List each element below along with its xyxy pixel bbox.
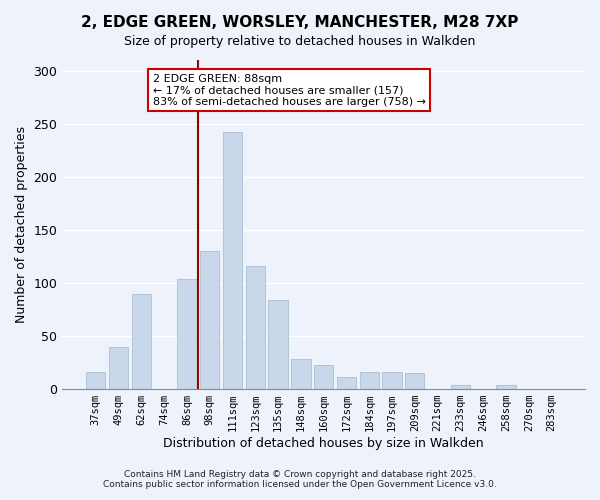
Text: Contains HM Land Registry data © Crown copyright and database right 2025.
Contai: Contains HM Land Registry data © Crown c…: [103, 470, 497, 489]
Y-axis label: Number of detached properties: Number of detached properties: [15, 126, 28, 323]
Bar: [109, 346, 128, 389]
Bar: [268, 300, 288, 389]
Bar: [337, 378, 356, 389]
Bar: [451, 385, 470, 389]
Bar: [405, 373, 424, 389]
Bar: [359, 372, 379, 389]
Bar: [131, 294, 151, 389]
Bar: [177, 278, 197, 389]
Text: 2, EDGE GREEN, WORSLEY, MANCHESTER, M28 7XP: 2, EDGE GREEN, WORSLEY, MANCHESTER, M28 …: [82, 15, 518, 30]
Bar: [86, 372, 106, 389]
Bar: [200, 251, 220, 389]
X-axis label: Distribution of detached houses by size in Walkden: Distribution of detached houses by size …: [163, 437, 484, 450]
Text: Size of property relative to detached houses in Walkden: Size of property relative to detached ho…: [124, 35, 476, 48]
Bar: [223, 132, 242, 389]
Bar: [291, 360, 311, 389]
Bar: [245, 266, 265, 389]
Bar: [382, 372, 402, 389]
Bar: [496, 385, 515, 389]
Bar: [314, 364, 334, 389]
Text: 2 EDGE GREEN: 88sqm
← 17% of detached houses are smaller (157)
83% of semi-detac: 2 EDGE GREEN: 88sqm ← 17% of detached ho…: [153, 74, 426, 107]
